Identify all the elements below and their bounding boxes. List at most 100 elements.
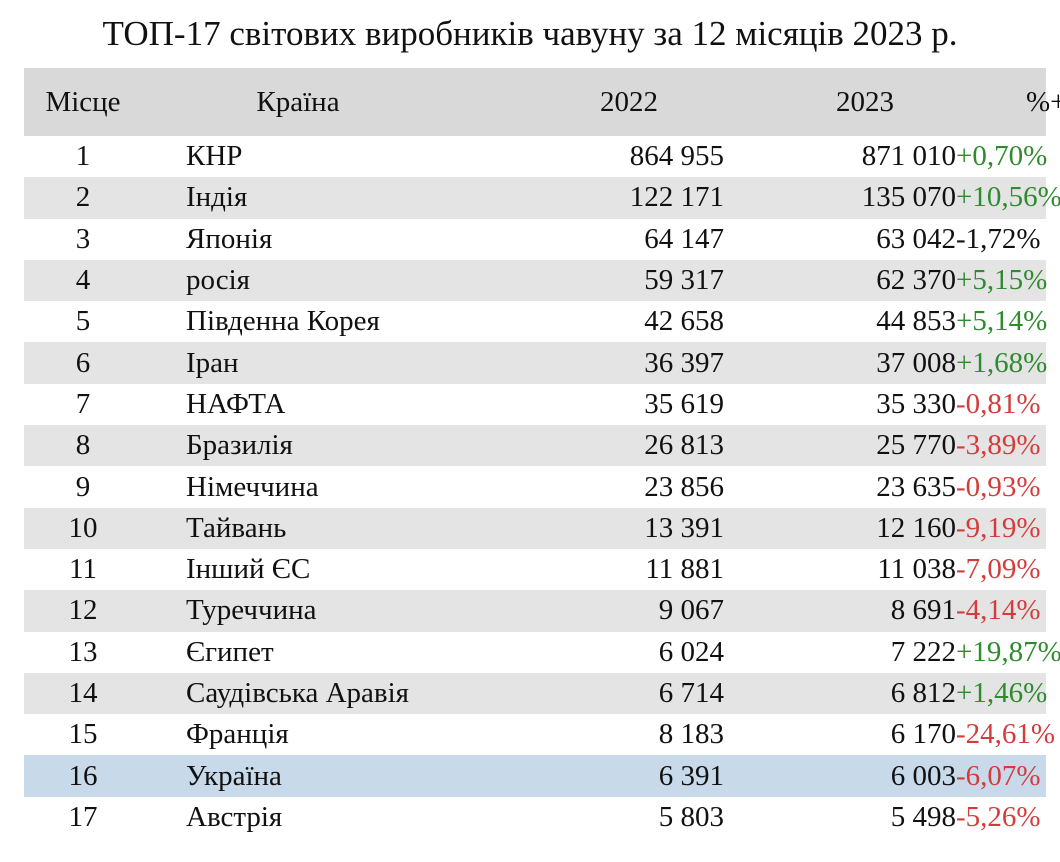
cell-2023: 7 222	[890, 635, 956, 668]
cell-2022: 8 183	[658, 718, 724, 751]
cell-country: Південна Корея	[186, 305, 380, 338]
cell-2022: 9 067	[658, 594, 724, 627]
table-row: 2 Індія 122 171 135 070 +10,56%	[24, 177, 1060, 219]
cell-2022: 6 391	[658, 759, 724, 792]
table-row: 17 Австрія 5 803 5 498 -5,26%	[24, 797, 1046, 838]
cell-country: КНР	[186, 140, 243, 173]
header-rank: Місце	[45, 86, 121, 118]
cell-change: +1,68%	[956, 346, 1048, 379]
table-row: 4 росія 59 317 62 370 +5,15%	[24, 259, 1048, 302]
header-change: %+/-	[1026, 86, 1060, 118]
table-row: 3 Японія 64 147 63 042 -1,72%	[24, 219, 1046, 260]
cell-2023: 8 691	[890, 594, 956, 627]
table-row: 16 Україна 6 391 6 003 -6,07%	[24, 755, 1046, 797]
cell-rank: 3	[75, 222, 91, 255]
table-row: 5 Південна Корея 42 658 44 853 +5,14%	[24, 301, 1048, 342]
table-row: 9 Німеччина 23 856 23 635 -0,93%	[24, 466, 1046, 507]
cell-2022: 122 171	[629, 181, 724, 214]
cell-change: +19,87%	[956, 635, 1060, 668]
cell-2022: 11 881	[645, 553, 724, 586]
cell-2023: 25 770	[876, 429, 956, 462]
cell-2022: 36 397	[644, 346, 724, 379]
cell-2022: 6 714	[658, 677, 724, 709]
cell-country: Франція	[186, 718, 289, 751]
cell-2023: 135 070	[861, 181, 956, 214]
cell-2023: 871 010	[861, 140, 956, 173]
cell-2022: 5 803	[658, 800, 724, 833]
table-row: 10 Тайвань 13 391 12 160 -9,19%	[24, 507, 1046, 549]
cell-country: росія	[186, 264, 250, 297]
cell-country: Інший ЄС	[186, 553, 311, 586]
cell-rank: 16	[68, 759, 98, 792]
cell-rank: 9	[75, 470, 91, 503]
cell-rank: 14	[68, 677, 98, 709]
cell-change: -1,72%	[956, 222, 1041, 255]
header-row: Місце Країна 2022 2023 %+/-	[24, 68, 1060, 136]
cell-2023: 6 170	[890, 718, 956, 751]
cell-country: Німеччина	[186, 470, 319, 503]
cell-2023: 6 003	[890, 759, 956, 792]
cell-2023: 6 812	[890, 677, 956, 709]
cell-country: Тайвань	[186, 511, 287, 544]
cell-rank: 12	[68, 594, 98, 627]
cell-2023: 44 853	[876, 305, 956, 338]
table-row: 8 Бразилія 26 813 25 770 -3,89%	[24, 425, 1046, 467]
table-row: 13 Єгипет 6 024 7 222 +19,87%	[24, 632, 1060, 673]
cell-rank: 5	[75, 305, 91, 338]
cell-2022: 35 619	[644, 387, 724, 420]
cell-2023: 12 160	[876, 511, 956, 544]
cell-rank: 17	[68, 800, 98, 833]
cell-2023: 37 008	[876, 346, 956, 379]
cell-2022: 42 658	[644, 305, 724, 338]
cell-change: +1,46%	[956, 677, 1048, 709]
cell-2023: 5 498	[890, 800, 956, 833]
cell-2023: 63 042	[876, 222, 956, 255]
cell-change: -6,07%	[956, 759, 1041, 792]
table-row: 15 Франція 8 183 6 170 -24,61%	[24, 714, 1056, 755]
cell-country: Туреччина	[186, 594, 317, 627]
cell-country: Індія	[186, 181, 248, 214]
cell-change: -0,81%	[956, 387, 1041, 420]
cell-change: +10,56%	[956, 181, 1060, 214]
cell-rank: 6	[75, 346, 91, 379]
cell-change: -3,89%	[956, 429, 1041, 462]
cell-change: -4,14%	[956, 594, 1041, 627]
cell-2022: 64 147	[644, 222, 724, 255]
cell-rank: 1	[75, 140, 91, 173]
table-row: 14 Саудівська Аравія 6 714 6 812 +1,46%	[24, 672, 1048, 715]
cell-rank: 8	[75, 429, 91, 462]
cell-country: Іран	[186, 346, 239, 379]
cell-2023: 62 370	[876, 264, 956, 297]
cell-country: Австрія	[186, 800, 283, 833]
header-2022: 2022	[600, 86, 658, 118]
cell-country: НАФТА	[186, 387, 286, 420]
cell-2023: 35 330	[876, 387, 956, 420]
cell-change: -5,26%	[956, 800, 1041, 833]
cell-2022: 6 024	[658, 635, 724, 668]
cell-change: +5,15%	[956, 264, 1048, 297]
producers-table: Місце Країна 2022 2023 %+/- 1 КНР 864 955 8…	[24, 68, 1060, 838]
cell-change: -9,19%	[956, 511, 1041, 544]
cell-2022: 23 856	[644, 470, 724, 503]
cell-rank: 4	[75, 264, 91, 297]
table-title: ТОП-17 світових виробників чавуну за 12 …	[102, 14, 958, 53]
cell-2022: 13 391	[644, 511, 724, 544]
cell-rank: 11	[69, 553, 97, 586]
cell-2023: 11 038	[877, 553, 956, 586]
cell-2022: 864 955	[629, 140, 724, 173]
cell-2023: 23 635	[876, 470, 956, 503]
cell-country: Єгипет	[186, 635, 274, 668]
cell-rank: 15	[68, 718, 98, 751]
header-country: Країна	[256, 86, 340, 118]
table-row: 7 НАФТА 35 619 35 330 -0,81%	[24, 384, 1046, 425]
cell-change: -7,09%	[956, 553, 1041, 586]
cell-rank: 7	[75, 387, 91, 420]
cell-country: Саудівська Аравія	[186, 677, 410, 709]
cell-change: +0,70%	[956, 140, 1048, 173]
cell-change: +5,14%	[956, 305, 1048, 338]
table-body: 1 КНР 864 955 871 010 +0,70% 2 Індія 122 171 135…	[24, 136, 1060, 838]
table-row: 12 Туреччина 9 067 8 691 -4,14%	[24, 590, 1046, 632]
cell-change: -24,61%	[956, 718, 1056, 751]
cell-country: Японія	[186, 222, 273, 255]
table-row: 6 Іран 36 397 37 008 +1,68%	[24, 342, 1048, 384]
